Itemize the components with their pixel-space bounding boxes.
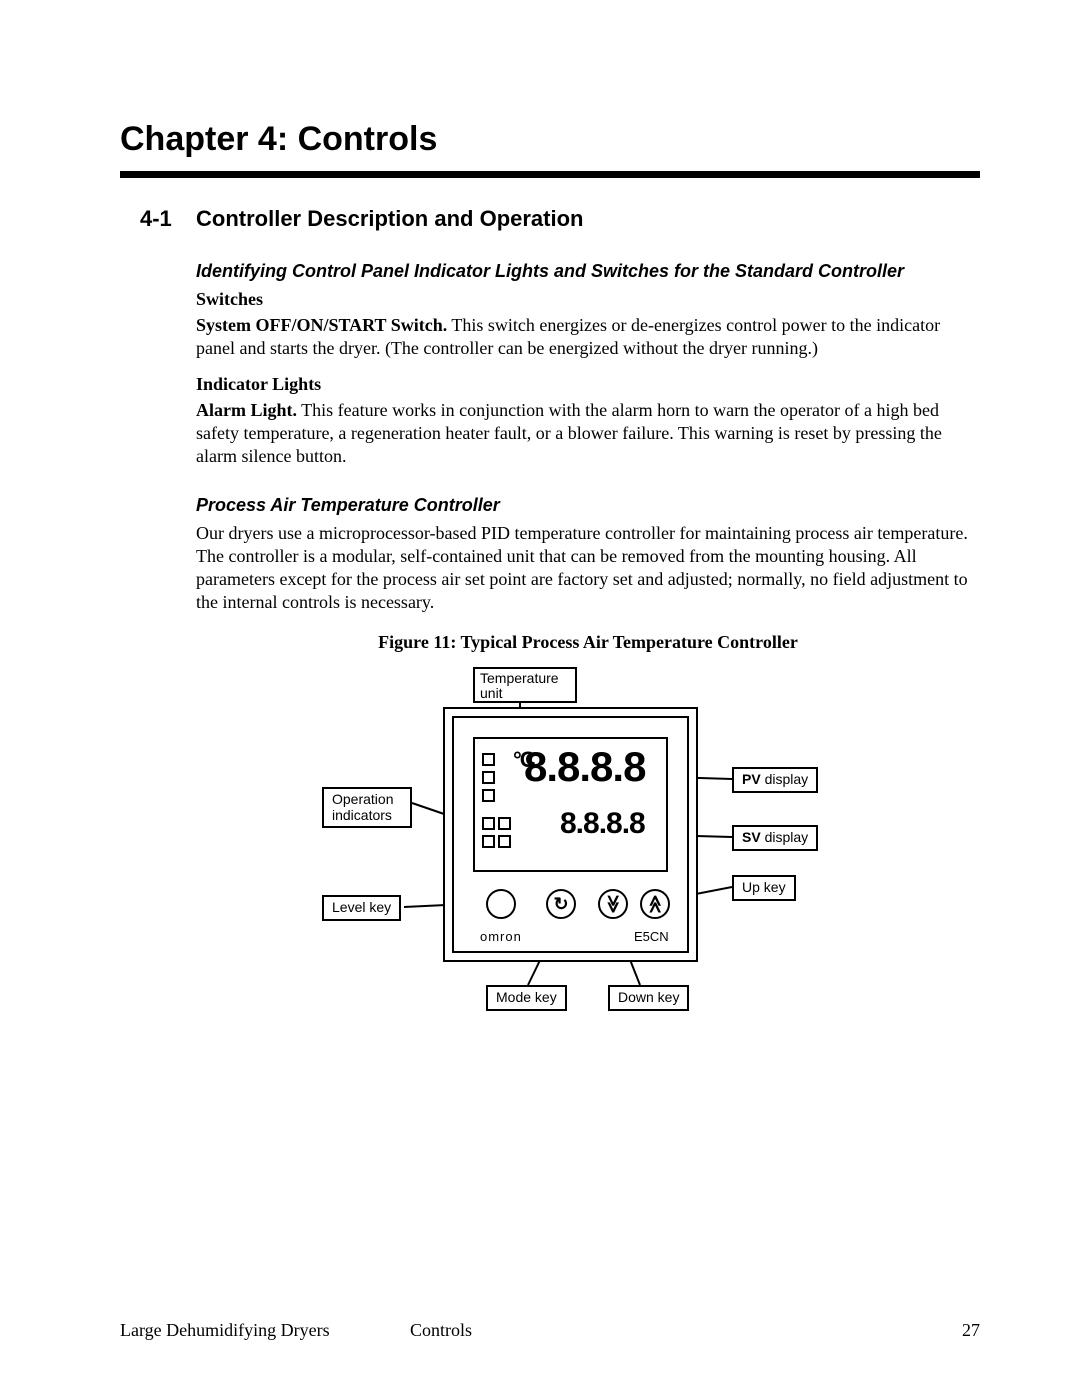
temp-unit-line1: Temperature [480,670,559,686]
footer-page-number: 27 [920,1320,980,1341]
pv-bold: PV [742,771,761,787]
footer-center: Controls [410,1320,920,1341]
switch-lead: System OFF/ON/START Switch. [196,315,447,335]
sv-bold: SV [742,829,761,845]
op-indicator [482,753,495,766]
up-key-callout: Up key [732,875,796,900]
sv-callout: SV display [732,825,818,850]
brand-omron: omron [480,929,522,944]
op-indicators-callout: Operation indicators [322,787,412,828]
temp-unit-line2: unit [480,685,503,701]
temp-unit-label: Temperature unit [473,667,577,703]
process-air-paragraph: Our dryers use a microprocessor-based PI… [196,522,980,614]
chapter-title: Chapter 4: Controls [120,120,980,159]
op-indicator [482,789,495,802]
op-indicator [482,817,495,830]
pv-suffix: display [761,771,808,787]
sv-digits: 8.8.8.8 [560,807,645,841]
subheading-identifying: Identifying Control Panel Indicator Ligh… [196,260,980,283]
level-key-callout: Level key [322,895,401,920]
mode-key-callout: Mode key [486,985,567,1010]
figure-diagram: Temperature unit °C 8.8.8.8 8.8.8.8 ↻ ≫ … [308,667,868,1037]
page-footer: Large Dehumidifying Dryers Controls 27 [120,1320,980,1341]
section-heading: 4-1 Controller Description and Operation [140,206,980,232]
alarm-body: This feature works in conjunction with t… [196,400,942,466]
subheading-process-air: Process Air Temperature Controller [196,494,980,517]
op-indicator [482,835,495,848]
indicator-lights-label: Indicator Lights [196,374,980,395]
footer-left: Large Dehumidifying Dryers [120,1320,410,1341]
down-key-callout: Down key [608,985,689,1010]
switch-paragraph: System OFF/ON/START Switch. This switch … [196,314,980,360]
chapter-rule [120,171,980,178]
section-title: Controller Description and Operation [196,206,583,232]
op-indicator [482,771,495,784]
opi-l2: indicators [332,807,392,823]
alarm-paragraph: Alarm Light. This feature works in conju… [196,399,980,468]
switches-label: Switches [196,289,980,310]
brand-model: E5CN [634,929,669,944]
sv-suffix: display [761,829,808,845]
figure-caption: Figure 11: Typical Process Air Temperatu… [196,632,980,653]
opi-l1: Operation [332,791,393,807]
pv-digits: 8.8.8.8 [524,743,645,791]
pv-callout: PV display [732,767,818,792]
section-number: 4-1 [140,206,196,232]
alarm-lead: Alarm Light. [196,400,297,420]
op-indicator [498,817,511,830]
op-indicator [498,835,511,848]
